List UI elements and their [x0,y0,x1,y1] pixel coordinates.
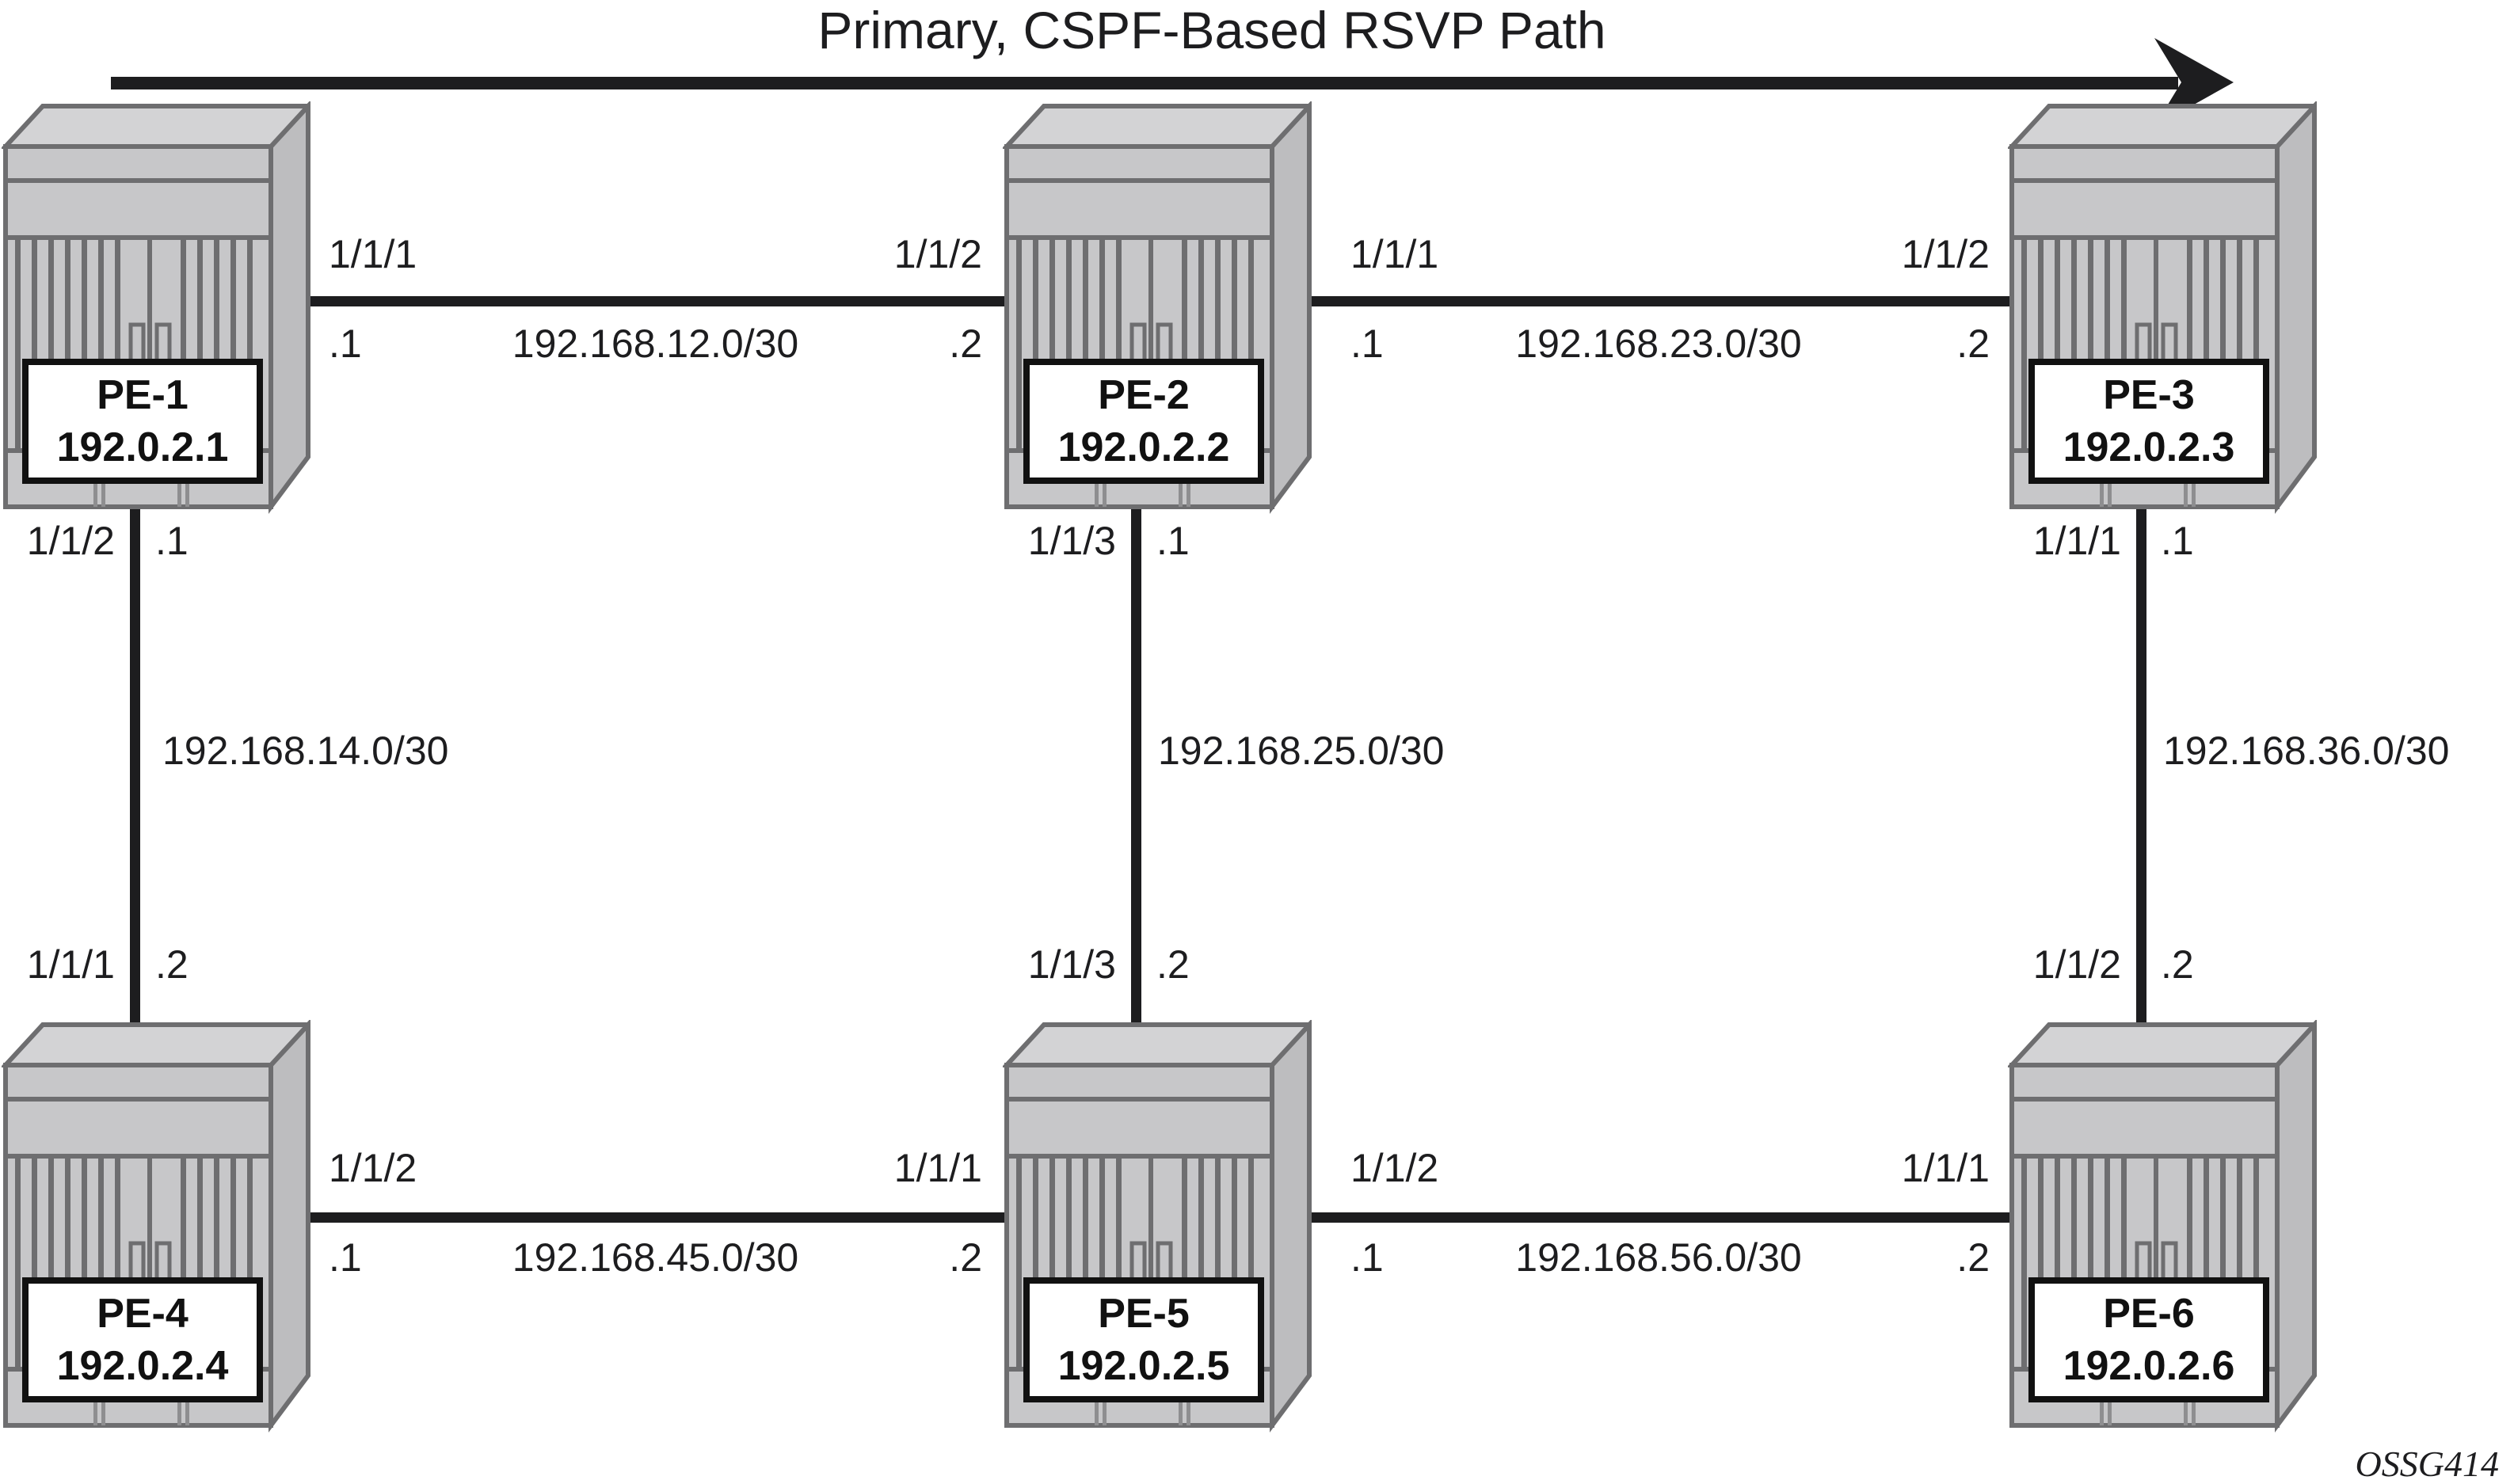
port-label-pe2-l25: 1/1/3 [1027,519,1116,563]
subnet-label-l36: 192.168.36.0/30 [2163,729,2450,773]
router-label-pe2: PE-2 192.0.2.2 [1023,359,1264,484]
router-name: PE-3 [2103,372,2195,418]
rsvp-path-arrow-shaft [111,77,2178,89]
figure-code: OSSG414 [2355,1444,2499,1484]
port-label-pe2-l12: 1/1/2 [893,232,982,276]
router-pe3: PE-3 192.0.2.3 [2008,101,2317,521]
router-label-pe1: PE-1 192.0.2.1 [22,359,263,484]
addr-label-pe5-l25: .2 [1156,942,1190,987]
link-pe2-pe3 [1309,296,2012,306]
router-ip: 192.0.2.6 [2063,1343,2235,1389]
subnet-label-l14: 192.168.14.0/30 [162,729,449,773]
port-label-pe1-l14: 1/1/2 [26,519,115,563]
port-label-pe4-l45: 1/1/2 [329,1146,417,1190]
router-name: PE-4 [97,1291,189,1337]
addr-label-pe1-l12: .1 [329,322,362,366]
port-label-pe5-l56: 1/1/2 [1350,1146,1439,1190]
subnet-label-l12: 192.168.12.0/30 [512,322,799,366]
router-ip: 192.0.2.4 [56,1343,229,1389]
port-label-pe6-l36: 1/1/2 [2032,942,2121,987]
port-label-pe3-l23: 1/1/2 [1901,232,1990,276]
addr-label-pe6-l56: .2 [1956,1235,1990,1280]
router-name: PE-2 [1098,372,1190,418]
router-pe2: PE-2 192.0.2.2 [1003,101,1312,521]
router-pe4: PE-4 192.0.2.4 [2,1020,310,1440]
router-ip: 192.0.2.1 [56,424,229,470]
link-pe5-pe6 [1309,1212,2012,1223]
subnet-label-l56: 192.168.56.0/30 [1515,1235,1802,1280]
addr-label-pe2-l23: .1 [1350,322,1384,366]
addr-label-pe3-l36: .1 [2161,519,2194,563]
router-label-pe6: PE-6 192.0.2.6 [2028,1277,2269,1402]
port-label-pe6-l56: 1/1/1 [1901,1146,1990,1190]
router-label-pe5: PE-5 192.0.2.5 [1023,1277,1264,1402]
link-pe4-pe5 [308,1212,1007,1223]
router-label-pe4: PE-4 192.0.2.4 [22,1277,263,1402]
router-pe1: PE-1 192.0.2.1 [2,101,310,521]
router-ip: 192.0.2.2 [1057,424,1230,470]
addr-label-pe2-l12: .2 [949,322,982,366]
router-ip: 192.0.2.3 [2063,424,2235,470]
link-pe1-pe2 [308,296,1007,306]
subnet-label-l23: 192.168.23.0/30 [1515,322,1802,366]
subnet-label-l25: 192.168.25.0/30 [1158,729,1445,773]
router-name: PE-6 [2103,1291,2195,1337]
port-label-pe5-l25: 1/1/3 [1027,942,1116,987]
addr-label-pe3-l23: .2 [1956,322,1990,366]
addr-label-pe2-l25: .1 [1156,519,1190,563]
addr-label-pe4-l45: .1 [329,1235,362,1280]
router-label-pe3: PE-3 192.0.2.3 [2028,359,2269,484]
link-pe2-pe5 [1131,507,1141,1029]
port-label-pe1-l12: 1/1/1 [329,232,417,276]
link-pe1-pe4 [130,507,140,1029]
router-ip: 192.0.2.5 [1057,1343,1230,1389]
router-name: PE-1 [97,372,189,418]
router-name: PE-5 [1098,1291,1190,1337]
port-label-pe5-l45: 1/1/1 [893,1146,982,1190]
port-label-pe4-l14: 1/1/1 [26,942,115,987]
port-label-pe3-l36: 1/1/1 [2032,519,2121,563]
link-pe3-pe6 [2136,507,2146,1029]
addr-label-pe1-l14: .1 [155,519,189,563]
port-label-pe2-l23: 1/1/1 [1350,232,1439,276]
diagram-title: Primary, CSPF-Based RSVP Path [817,1,1606,59]
addr-label-pe6-l36: .2 [2161,942,2194,987]
subnet-label-l45: 192.168.45.0/30 [512,1235,799,1280]
router-pe6: PE-6 192.0.2.6 [2008,1020,2317,1440]
addr-label-pe5-l45: .2 [949,1235,982,1280]
router-pe5: PE-5 192.0.2.5 [1003,1020,1312,1440]
addr-label-pe5-l56: .1 [1350,1235,1384,1280]
addr-label-pe4-l14: .2 [155,942,189,987]
